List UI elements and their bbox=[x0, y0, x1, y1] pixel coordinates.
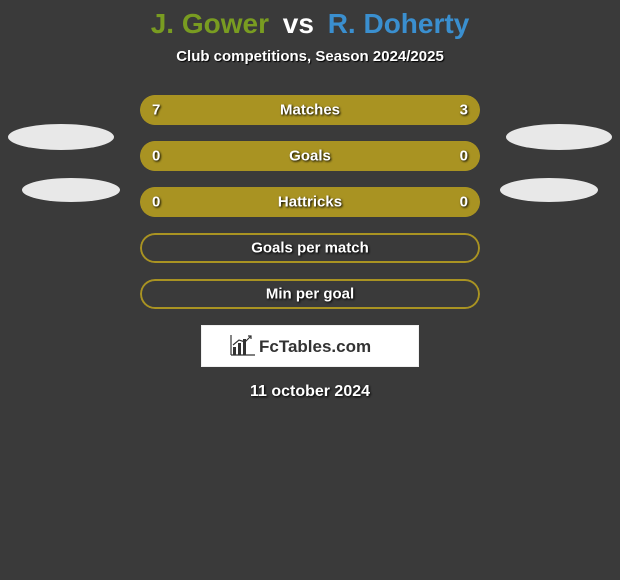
stat-value-left: 7 bbox=[152, 102, 160, 119]
brand-text: FcTables.com bbox=[259, 337, 371, 356]
page-title: J. Gower vs R. Doherty bbox=[0, 8, 620, 40]
subtitle: Club competitions, Season 2024/2025 bbox=[0, 48, 620, 65]
stat-value-left: 0 bbox=[152, 148, 160, 165]
vs-text: vs bbox=[283, 8, 314, 39]
stat-row: 00Hattricks bbox=[140, 187, 480, 217]
date-text: 11 october 2024 bbox=[0, 383, 620, 401]
brand-logo: FcTables.com bbox=[225, 331, 395, 361]
stat-row: 00Goals bbox=[140, 141, 480, 171]
stat-rows: 73Matches00Goals00HattricksGoals per mat… bbox=[140, 95, 480, 309]
decorative-ellipse bbox=[22, 178, 120, 202]
bar-fill-left bbox=[140, 95, 378, 125]
stat-row: 73Matches bbox=[140, 95, 480, 125]
decorative-ellipse bbox=[500, 178, 598, 202]
stat-value-right: 0 bbox=[460, 194, 468, 211]
stat-label: Min per goal bbox=[140, 286, 480, 303]
brand-box: FcTables.com bbox=[201, 325, 419, 367]
player1-name: J. Gower bbox=[151, 8, 269, 39]
bar-border bbox=[140, 279, 480, 309]
decorative-ellipse bbox=[506, 124, 612, 150]
bar-fill-left bbox=[140, 141, 310, 171]
stat-label: Goals per match bbox=[140, 240, 480, 257]
bar-fill-right bbox=[310, 141, 480, 171]
stat-value-right: 0 bbox=[460, 148, 468, 165]
stat-row: Min per goal bbox=[140, 279, 480, 309]
decorative-ellipse bbox=[8, 124, 114, 150]
stat-value-right: 3 bbox=[460, 102, 468, 119]
bar-fill-left bbox=[140, 187, 310, 217]
stat-row: Goals per match bbox=[140, 233, 480, 263]
bar-fill-right bbox=[310, 187, 480, 217]
stat-value-left: 0 bbox=[152, 194, 160, 211]
bar-border bbox=[140, 233, 480, 263]
player2-name: R. Doherty bbox=[328, 8, 470, 39]
